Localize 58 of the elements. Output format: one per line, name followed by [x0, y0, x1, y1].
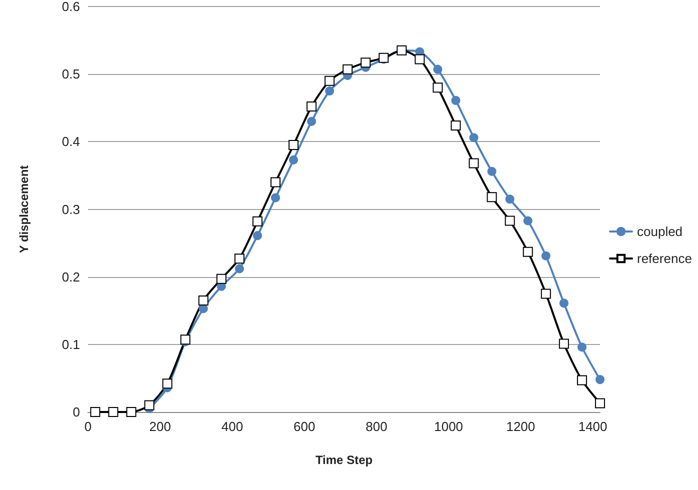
point	[433, 64, 442, 74]
point	[234, 254, 244, 264]
point	[289, 155, 298, 164]
y-tick-label: 0.2	[62, 269, 80, 284]
point	[432, 82, 443, 93]
point	[252, 231, 262, 240]
x-axis-title: Time Step	[315, 453, 373, 467]
x-tick-label: 800	[366, 419, 388, 434]
point	[307, 116, 316, 126]
point	[577, 342, 586, 352]
point	[216, 274, 226, 284]
point	[596, 375, 604, 384]
x-tick-label: 200	[149, 419, 171, 434]
point	[180, 334, 190, 345]
x-tick-label: 0	[84, 419, 92, 434]
point	[162, 378, 172, 389]
point	[504, 216, 515, 226]
point	[325, 86, 334, 96]
y-axis-title: Y displacement	[17, 165, 31, 254]
point	[198, 295, 208, 306]
x-tick-label: 400	[221, 419, 244, 434]
point	[576, 375, 587, 386]
point	[523, 216, 532, 226]
x-tick-label: 1000	[434, 419, 464, 434]
point	[342, 64, 353, 74]
point	[271, 193, 280, 202]
point	[469, 133, 478, 142]
point	[558, 338, 569, 349]
x-tick-label: 1400	[578, 419, 608, 434]
point	[306, 102, 317, 112]
point	[468, 158, 479, 168]
x-tick-label: 600	[293, 419, 316, 434]
legend-label: coupled	[637, 224, 683, 239]
y-tick-label: 0.3	[62, 202, 80, 217]
x-tick-label: 1200	[506, 419, 536, 434]
legend-label: reference	[637, 251, 692, 266]
y-tick-label: 0	[72, 404, 80, 420]
point	[505, 194, 514, 204]
point	[559, 298, 568, 308]
point	[234, 264, 244, 274]
y-tick-label: 0.4	[62, 134, 80, 150]
point	[487, 166, 496, 176]
point	[486, 192, 497, 202]
point	[324, 76, 335, 86]
y-tick-label: 0.5	[62, 66, 80, 82]
point	[450, 120, 461, 130]
point	[451, 96, 460, 105]
y-tick-label: 0.1	[62, 336, 80, 352]
point	[414, 54, 425, 64]
point	[360, 58, 371, 68]
point	[541, 251, 550, 260]
point	[252, 216, 262, 226]
point	[270, 177, 280, 188]
point	[144, 400, 154, 410]
point	[522, 246, 533, 257]
y-tick-label: 0.6	[62, 0, 80, 14]
point	[288, 140, 299, 150]
point	[540, 288, 551, 299]
